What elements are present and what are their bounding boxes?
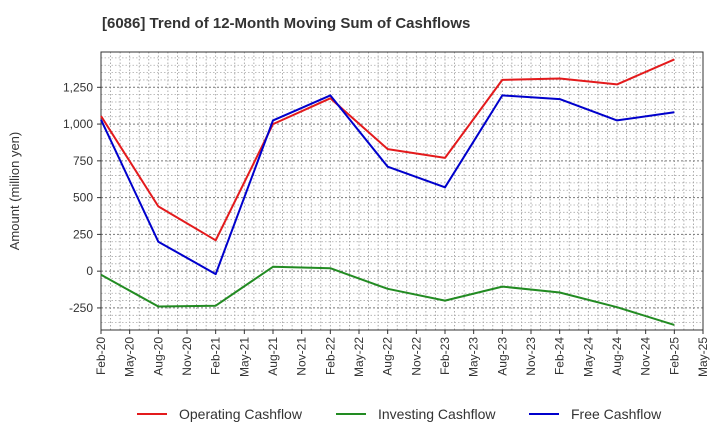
y-tick-label: 500 — [73, 191, 93, 205]
series-line-operating-cashflow — [100, 58, 675, 242]
y-tick-label: 1,000 — [63, 117, 93, 131]
series-line-free-cashflow — [100, 94, 675, 276]
y-tick-label: 750 — [73, 154, 93, 168]
plot-frame — [100, 51, 704, 331]
series-line-investing-cashflow — [100, 265, 675, 326]
y-tick-label: 250 — [73, 227, 93, 241]
x-tick-label: May-25 — [696, 337, 710, 377]
x-tick-label: Nov-23 — [524, 337, 538, 376]
x-tick-label: May-24 — [581, 337, 595, 377]
x-tick-label: Feb-25 — [667, 337, 681, 375]
x-tick-label: May-22 — [352, 337, 366, 377]
y-axis-label: Amount (million yen) — [7, 132, 22, 251]
x-tick-label: Feb-24 — [553, 337, 567, 375]
x-tick-label: May-21 — [237, 337, 251, 377]
x-tick-label: Aug-22 — [381, 337, 395, 376]
x-tick-label: Nov-22 — [409, 337, 423, 376]
x-tick-label: Nov-21 — [295, 337, 309, 376]
x-tick-label: Feb-20 — [94, 337, 108, 375]
x-tick-label: Aug-20 — [151, 337, 165, 376]
x-tick-label: May-23 — [467, 337, 481, 377]
y-tick-label: 1,250 — [63, 80, 93, 94]
series-lines — [100, 58, 675, 326]
legend-label-free-cashflow: Free Cashflow — [571, 406, 662, 422]
legend-label-investing-cashflow: Investing Cashflow — [378, 406, 496, 422]
x-tick-label: Aug-24 — [610, 337, 624, 376]
x-tick-label: Nov-24 — [639, 337, 653, 376]
chart-title: [6086] Trend of 12-Month Moving Sum of C… — [102, 15, 471, 32]
x-tick-label: May-20 — [123, 337, 137, 377]
grid-lines — [100, 52, 704, 330]
x-tick-label: Aug-23 — [495, 337, 509, 376]
y-tick-label: -250 — [69, 301, 93, 315]
x-tick-label: Aug-21 — [266, 337, 280, 376]
legend-label-operating-cashflow: Operating Cashflow — [179, 406, 303, 422]
y-tick-label: 0 — [86, 264, 93, 278]
x-axis-ticks: Feb-20 May-20 Aug-20 Nov-20 Feb-21 May-21 Aug-… — [94, 330, 710, 377]
x-tick-label: Feb-22 — [323, 337, 337, 375]
legend: Operating Cashflow Investing Cashflow Free… — [137, 406, 662, 422]
x-tick-label: Feb-23 — [438, 337, 452, 375]
x-tick-label: Feb-21 — [209, 337, 223, 375]
x-tick-label: Nov-20 — [180, 337, 194, 376]
y-axis-ticks: -250 0 250 500 750 1,000 1,250 — [63, 80, 101, 315]
